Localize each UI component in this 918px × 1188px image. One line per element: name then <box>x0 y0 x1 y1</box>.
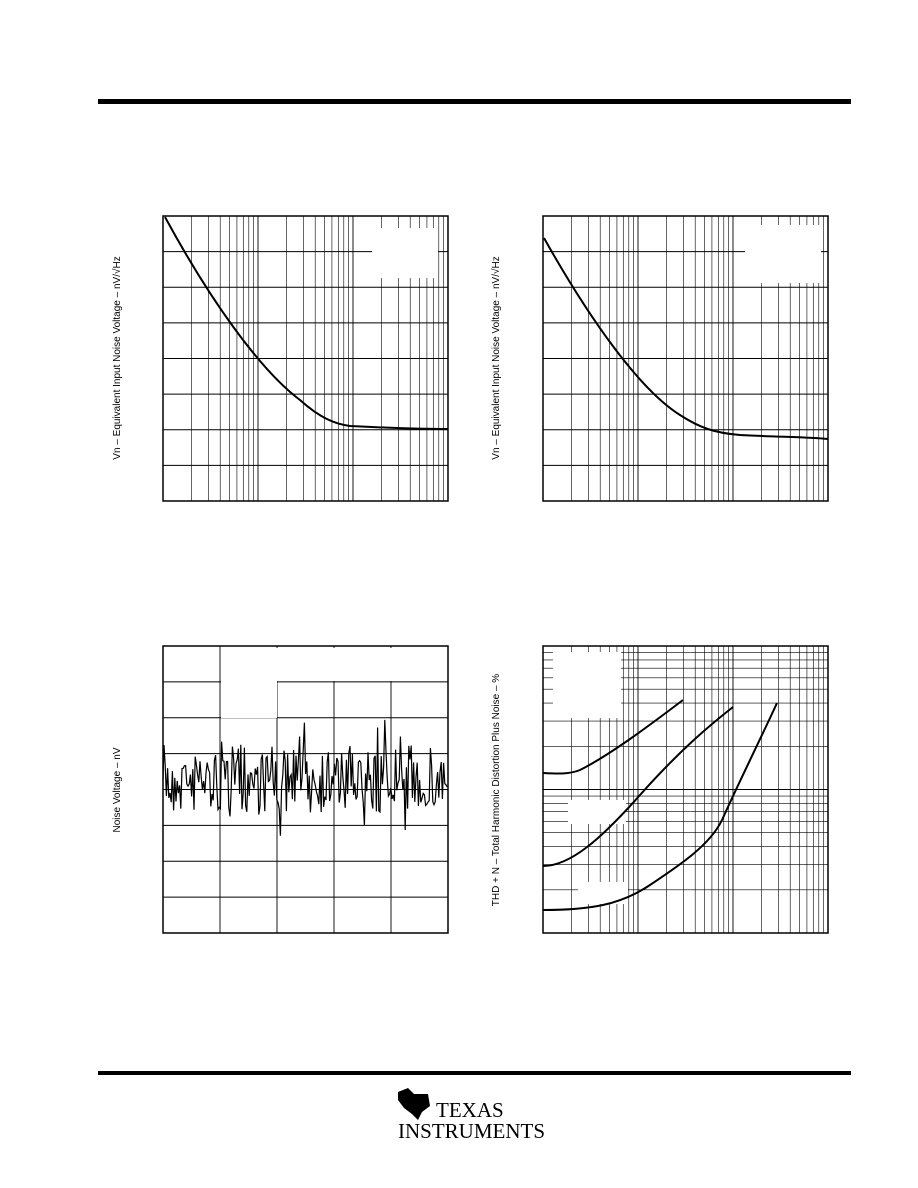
legend-box <box>745 225 821 283</box>
y-axis-label: Vn – Equivalent Input Noise Voltage – nV… <box>111 256 123 459</box>
curve <box>542 699 684 775</box>
y-axis-label: Noise Voltage – nV <box>112 747 123 832</box>
plot-frame <box>162 215 449 502</box>
legend-box <box>553 652 621 718</box>
logo-icon <box>398 1088 430 1120</box>
plot-frame <box>542 215 829 502</box>
legend-box <box>578 882 628 904</box>
plot-frame <box>162 645 449 934</box>
legend-box <box>372 228 438 278</box>
legend-box <box>221 648 446 681</box>
bottom-rule <box>98 1071 851 1075</box>
legend-box <box>221 681 277 718</box>
logo-line1: TEXAS <box>436 1098 504 1122</box>
top-rule <box>98 99 851 104</box>
y-axis-label: THD + N – Total Harmonic Distortion Plus… <box>491 674 502 907</box>
curve <box>542 702 778 911</box>
curve <box>542 706 734 867</box>
charts <box>162 215 829 934</box>
logo-line2: INSTRUMENTS <box>398 1119 545 1143</box>
y-axis-label: Vn – Equivalent Input Noise Voltage – nV… <box>490 256 502 459</box>
noise-trace <box>162 719 448 836</box>
plot-frame <box>542 645 829 934</box>
curve <box>164 216 449 430</box>
curve <box>543 237 829 440</box>
